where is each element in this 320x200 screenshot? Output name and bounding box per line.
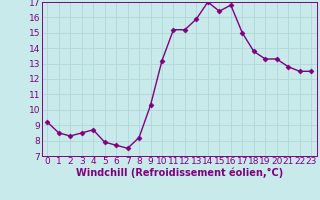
X-axis label: Windchill (Refroidissement éolien,°C): Windchill (Refroidissement éolien,°C) bbox=[76, 168, 283, 178]
